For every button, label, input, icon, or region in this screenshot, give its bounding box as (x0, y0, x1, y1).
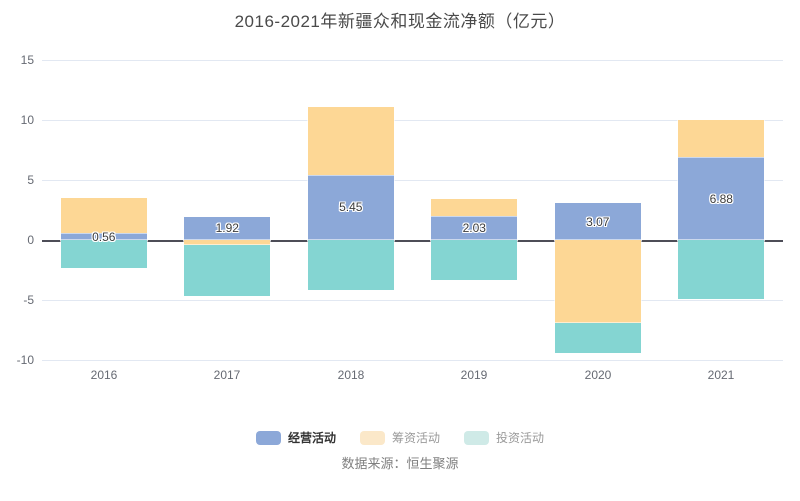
x-axis-label-2021: 2021 (707, 368, 735, 382)
y-axis-tick-0: 0 (27, 233, 34, 247)
gridline-5 (42, 180, 783, 181)
bar-2021-financing[interactable] (677, 118, 766, 159)
legend-item-investing[interactable]: 投资活动 (464, 429, 544, 446)
bar-2017-financing[interactable] (183, 239, 272, 246)
legend-label-operating: 经营活动 (287, 431, 336, 445)
bar-2017-operating[interactable] (183, 215, 272, 241)
plot-area: 0.56 1.92 5.45 2.03 3.07 6.88 (42, 60, 783, 361)
gridline-n5 (42, 300, 783, 301)
bar-2016-investing[interactable] (59, 238, 148, 270)
bar-2019-operating[interactable] (430, 214, 519, 241)
bar-2019-investing[interactable] (430, 239, 519, 281)
bar-2017-investing[interactable] (183, 243, 272, 297)
financing-swatch-icon (359, 430, 385, 445)
x-axis-label-2018: 2018 (337, 368, 365, 382)
bar-2016-operating[interactable] (59, 232, 148, 241)
y-axis-tick-10: 10 (20, 113, 34, 127)
x-axis-label-2020: 2020 (584, 368, 612, 382)
bar-value-label-2017: 1.92 (215, 221, 239, 236)
bar-2021-operating[interactable] (677, 156, 766, 241)
legend-label-investing: 投资活动 (496, 431, 545, 445)
legend-item-operating[interactable]: 经营活动 (255, 429, 336, 446)
legend: 经营活动 筹资活动 投资活动 (0, 429, 800, 446)
bar-2018-operating[interactable] (306, 173, 395, 241)
bar-2020-operating[interactable] (553, 202, 642, 241)
bar-value-label-2018: 5.45 (339, 200, 363, 215)
gridline-10 (42, 120, 783, 121)
chart-title: 2016-2021年新疆众和现金流净额（亿元） (234, 12, 566, 31)
x-axis-label-2019: 2019 (460, 368, 488, 382)
gridline-15 (42, 60, 783, 61)
y-axis-tick-n10: -10 (16, 353, 34, 367)
bar-value-label-2016: 0.56 (92, 229, 116, 244)
y-axis-tick-5: 5 (27, 173, 34, 187)
bar-2020-investing[interactable] (553, 321, 642, 354)
bar-value-label-2019: 2.03 (462, 220, 486, 235)
bar-2020-financing[interactable] (553, 239, 642, 324)
operating-swatch-icon (255, 430, 281, 445)
bar-value-label-2020: 3.07 (586, 214, 610, 229)
bar-2019-financing[interactable] (430, 197, 519, 217)
legend-label-financing: 筹资活动 (391, 431, 440, 445)
data-source-caption: 数据来源：恒生聚源 (341, 456, 459, 471)
legend-item-financing[interactable]: 筹资活动 (359, 429, 440, 446)
x-axis-label-2017: 2017 (213, 368, 241, 382)
gridline-n10 (42, 360, 783, 361)
bar-value-label-2021: 6.88 (709, 191, 733, 206)
zero-axis-line (42, 240, 783, 242)
bar-2018-financing[interactable] (306, 106, 395, 176)
bar-2018-investing[interactable] (306, 239, 395, 291)
y-axis-tick-15: 15 (20, 53, 34, 67)
bar-2021-investing[interactable] (677, 238, 766, 301)
x-axis-label-2016: 2016 (90, 368, 118, 382)
y-axis-tick-n5: -5 (23, 293, 34, 307)
bar-2016-financing[interactable] (59, 197, 148, 235)
investing-swatch-icon (464, 430, 489, 445)
